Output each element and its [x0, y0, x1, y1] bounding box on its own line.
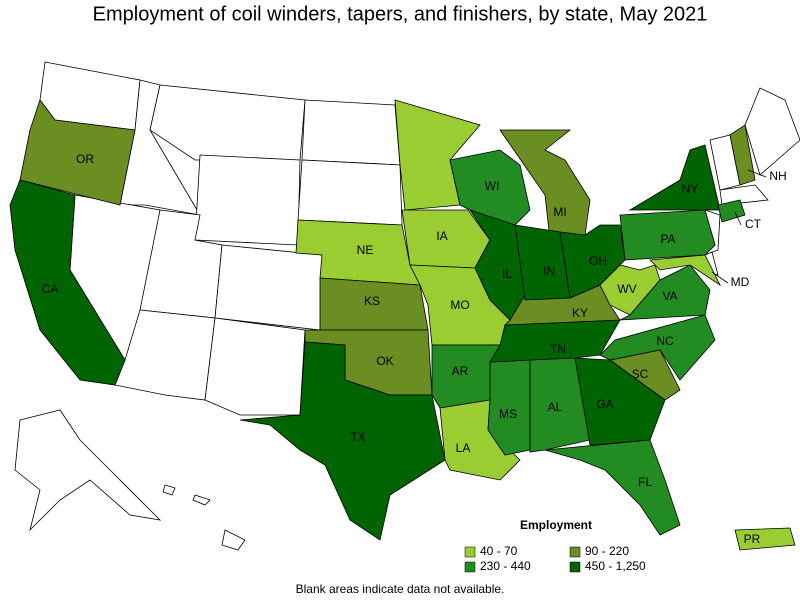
state	[599, 264, 661, 316]
state-label: WI	[485, 179, 500, 193]
data-states: ORCAMNNEIAKSMOOKTXARLAMSALGAFLSCNCTNKYWV…	[9, 99, 796, 551]
legend-label: 230 - 440	[480, 559, 531, 573]
blank-states	[14, 61, 800, 551]
state-label: GA	[596, 397, 613, 411]
state	[221, 529, 246, 551]
state	[9, 179, 126, 386]
state-label: CA	[42, 282, 59, 296]
state-label: OK	[376, 354, 393, 368]
state-label: OR	[76, 152, 94, 166]
state-label: LA	[456, 441, 471, 455]
footnote: Blank areas indicate data not available.	[296, 582, 505, 596]
legend-swatch	[464, 546, 476, 558]
state	[297, 159, 403, 226]
leader-line	[711, 271, 729, 284]
state	[301, 99, 401, 166]
legend-swatch	[464, 561, 476, 573]
state-label: SC	[632, 367, 649, 381]
state	[162, 484, 176, 496]
state-label: TX	[350, 430, 365, 444]
state	[204, 317, 306, 416]
leader-line	[747, 169, 767, 178]
state	[544, 439, 681, 536]
state	[449, 149, 531, 226]
state	[239, 341, 446, 541]
state-label: AL	[548, 400, 563, 414]
state	[619, 264, 711, 321]
state	[214, 244, 323, 331]
state-label: PA	[660, 232, 675, 246]
legend-swatch	[569, 561, 581, 573]
state	[574, 357, 666, 446]
state-label: OH	[589, 254, 607, 268]
state-label: MD	[731, 275, 750, 289]
state-label: WV	[617, 282, 636, 296]
state	[559, 224, 626, 299]
state-label: NY	[682, 182, 699, 196]
state-label: MO	[450, 298, 469, 312]
leader-line	[734, 211, 742, 226]
state-label: TN	[550, 342, 566, 356]
state	[599, 314, 716, 381]
state	[719, 184, 769, 206]
state	[628, 144, 721, 211]
legend-swatch	[569, 546, 581, 558]
state	[149, 84, 306, 161]
state-label: CT	[745, 217, 762, 231]
legend-label: 90 - 220	[585, 544, 629, 558]
state-label: NE	[357, 243, 374, 257]
legend: Employment 40 - 70 90 - 220 230 - 440 450 -…	[464, 518, 646, 573]
state-label: MI	[553, 205, 566, 219]
state-label: NC	[656, 334, 674, 348]
state	[744, 87, 800, 176]
state	[717, 199, 746, 223]
legend-label: 450 - 1,250	[585, 559, 646, 573]
state-label: IL	[502, 267, 512, 281]
map-title: Employment of coil winders, tapers, and …	[93, 3, 708, 25]
state-label: KS	[364, 294, 380, 308]
state-label: VA	[662, 289, 677, 303]
state	[14, 409, 162, 532]
state-label: MS	[499, 407, 517, 421]
state-label: IN	[543, 264, 555, 278]
state-label: AR	[452, 364, 469, 378]
state-label: NH	[769, 169, 786, 183]
state-label: FL	[638, 475, 652, 489]
state-label: IA	[436, 229, 447, 243]
legend-label: 40 - 70	[480, 544, 518, 558]
state-label: KY	[572, 306, 588, 320]
state	[499, 129, 591, 241]
legend-title: Employment	[520, 518, 592, 532]
state	[192, 494, 211, 506]
state	[19, 99, 136, 206]
state	[734, 527, 796, 551]
state	[194, 154, 301, 246]
state-label: PR	[744, 532, 761, 546]
